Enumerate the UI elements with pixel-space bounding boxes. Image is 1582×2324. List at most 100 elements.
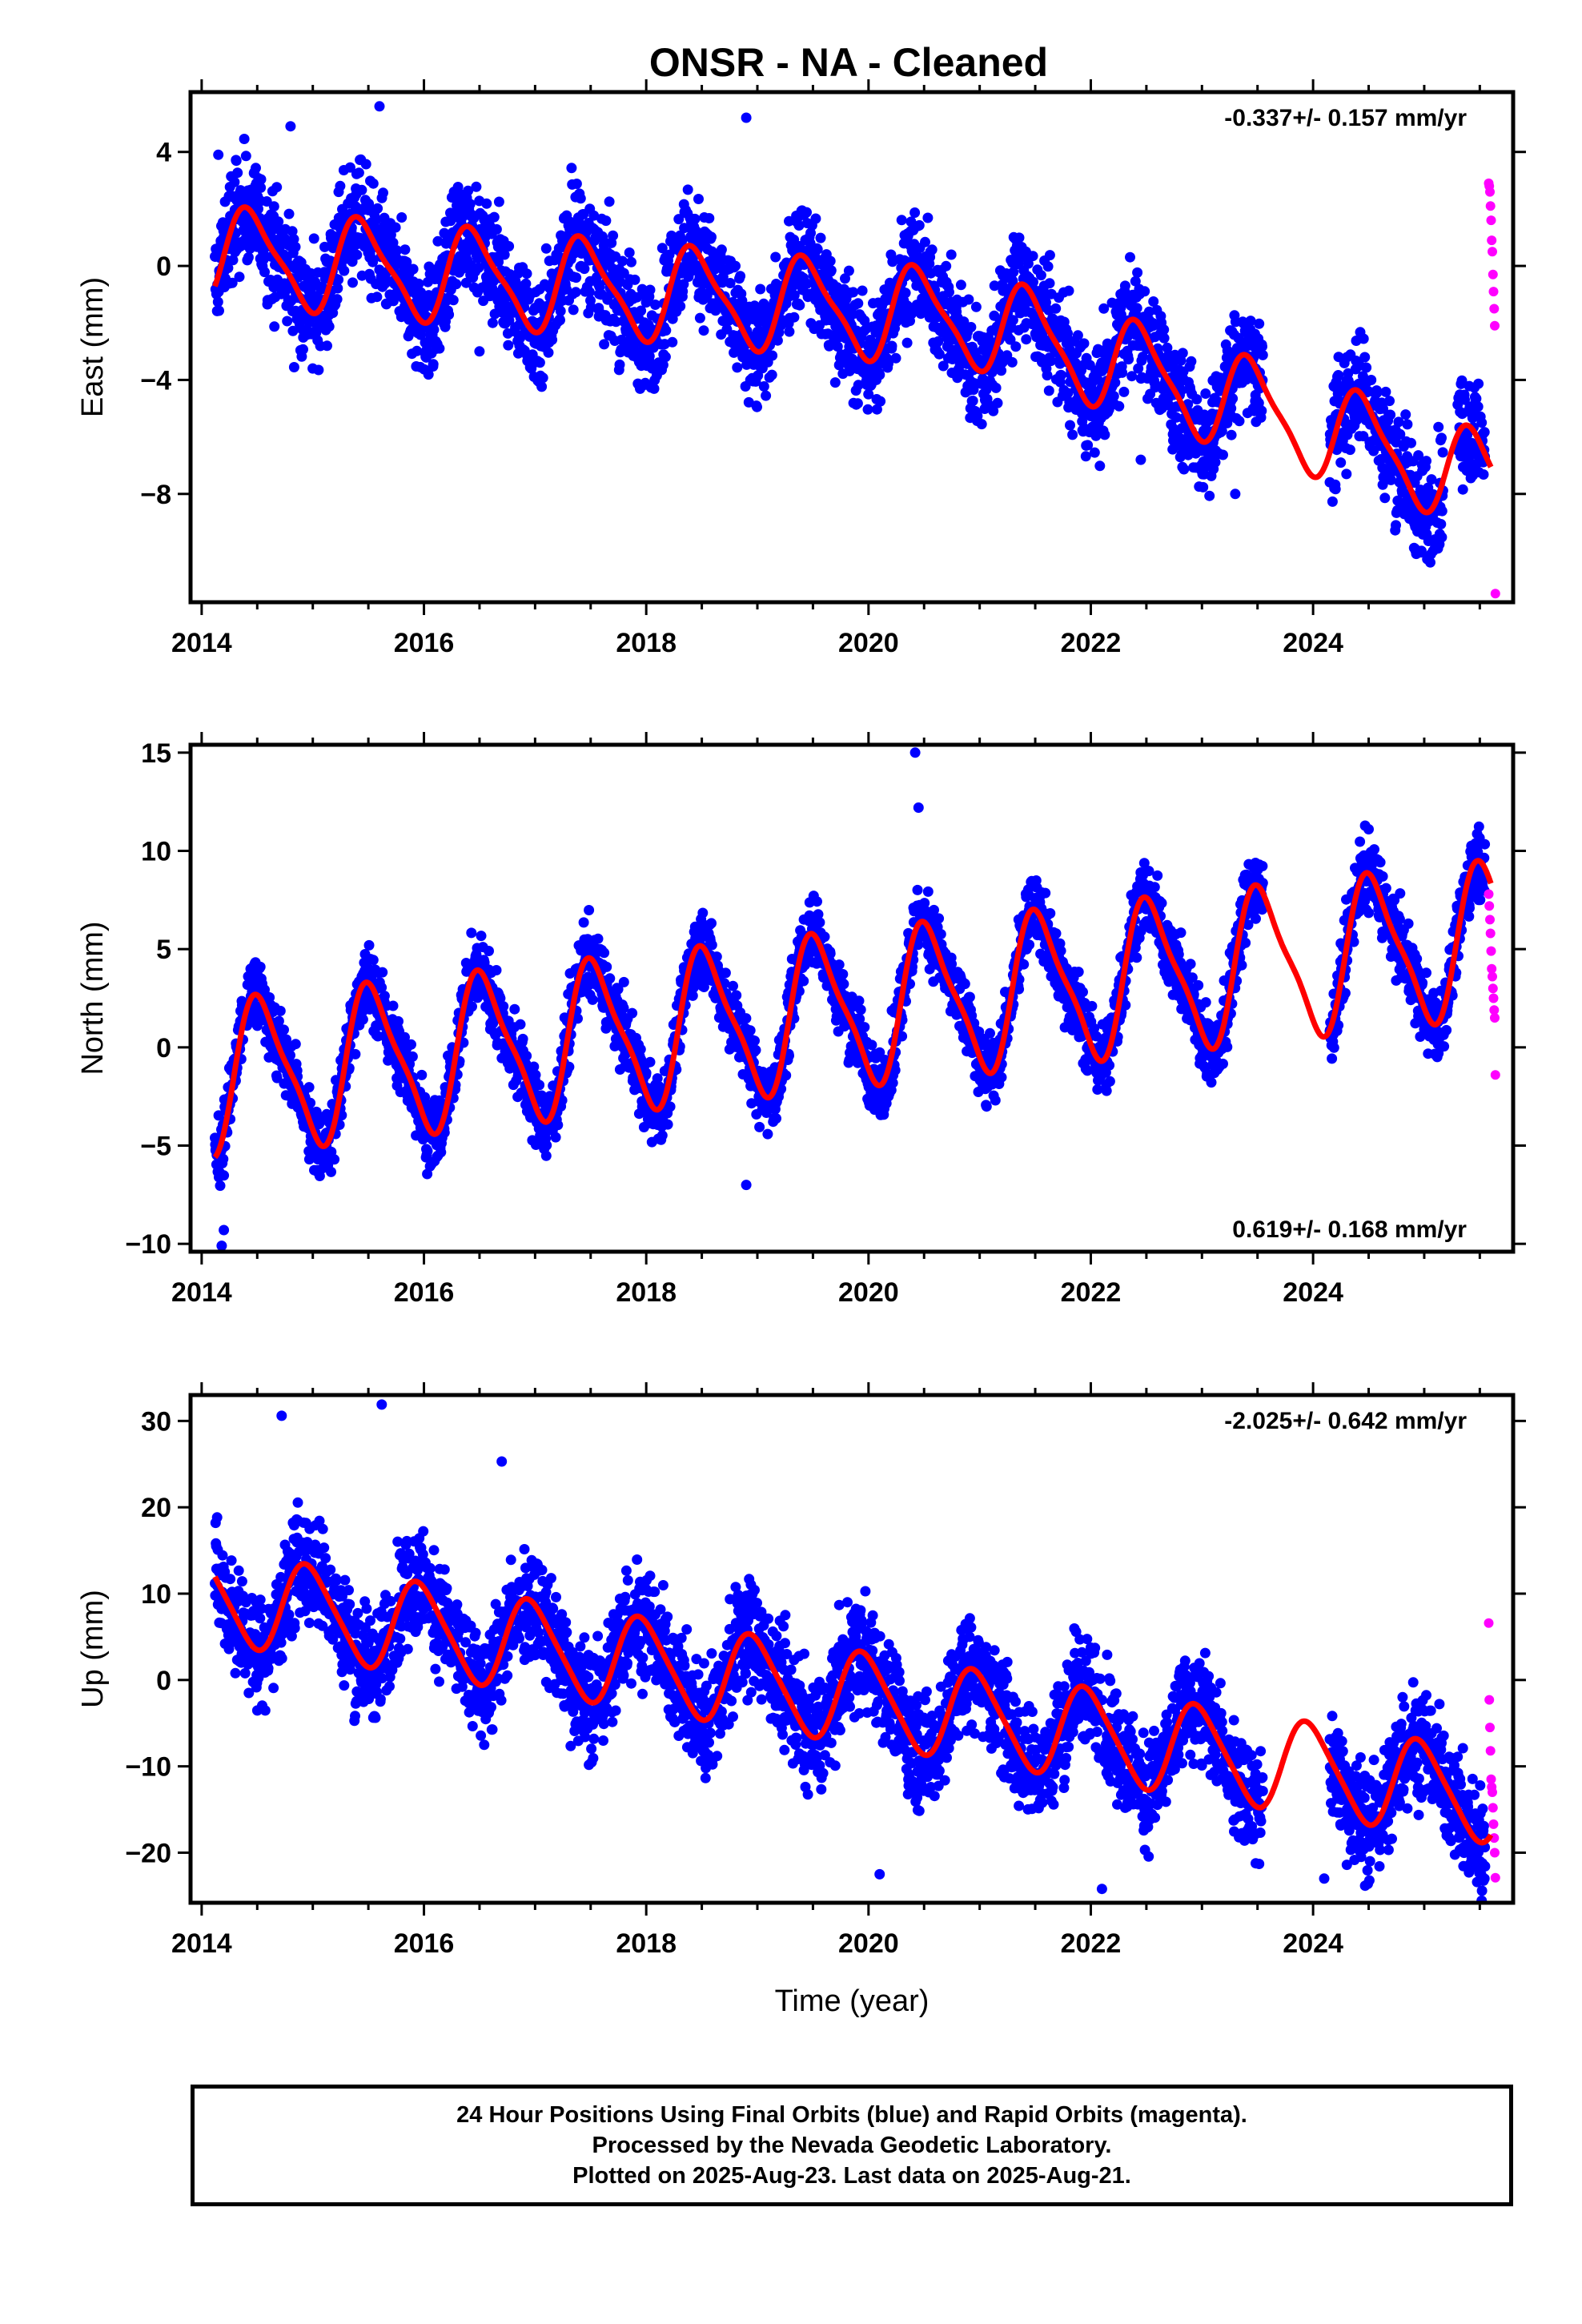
final-orbit-point — [326, 1166, 336, 1177]
final-orbit-point — [1204, 490, 1215, 501]
final-orbit-point — [434, 343, 445, 354]
final-orbit-point — [377, 967, 388, 978]
final-orbit-point — [901, 337, 913, 348]
rapid-orbit-point — [1485, 187, 1495, 197]
final-orbit-point — [1479, 427, 1490, 438]
final-orbit-point — [913, 219, 925, 231]
final-orbit-point — [232, 167, 243, 179]
final-orbit-point — [720, 967, 731, 979]
final-orbit-point — [678, 279, 689, 290]
final-orbit-points — [210, 101, 1500, 599]
final-orbit-point — [467, 1001, 477, 1012]
rapid-orbit-point — [1490, 320, 1500, 331]
final-orbit-point — [520, 278, 532, 289]
final-orbit-point — [273, 216, 284, 227]
final-orbit-point — [600, 215, 612, 227]
final-orbit-point — [1377, 479, 1388, 490]
final-orbit-point — [227, 277, 238, 288]
final-orbit-point — [1125, 251, 1135, 263]
final-orbit-point — [706, 231, 717, 243]
final-orbit-point — [1335, 457, 1347, 468]
final-orbit-point — [451, 279, 462, 290]
final-orbit-point — [288, 234, 299, 245]
final-orbit-point — [376, 982, 387, 993]
final-orbit-point — [874, 369, 885, 380]
final-orbit-point — [1460, 394, 1470, 405]
final-orbit-point — [1080, 451, 1091, 462]
final-orbit-point — [229, 176, 240, 187]
final-orbit-point — [223, 263, 234, 274]
final-orbit-point — [815, 232, 826, 243]
final-orbit-point — [1186, 356, 1197, 367]
final-orbit-point — [1027, 251, 1038, 262]
final-orbit-point — [332, 283, 343, 294]
final-orbit-point — [1044, 250, 1055, 261]
final-orbit-point — [592, 933, 604, 944]
final-orbit-point — [1391, 436, 1402, 448]
final-orbit-point — [575, 193, 586, 204]
final-orbit-point — [1119, 280, 1130, 292]
final-orbit-point — [963, 294, 974, 305]
final-orbit-point — [303, 1082, 315, 1093]
final-orbit-point — [1014, 232, 1025, 243]
final-orbit-point — [566, 163, 577, 174]
final-orbit-point — [1042, 370, 1053, 381]
final-orbit-point — [976, 419, 987, 430]
final-orbit-point — [1245, 316, 1256, 327]
final-orbit-point — [1402, 419, 1413, 430]
final-orbit-point — [1359, 352, 1371, 363]
final-orbit-point — [314, 1171, 325, 1181]
final-orbit-point — [339, 265, 350, 276]
plot-area — [210, 101, 1500, 599]
final-orbit-point — [728, 980, 738, 991]
final-orbit-point — [487, 317, 498, 328]
final-orbit-point — [1425, 557, 1435, 568]
final-orbit-point — [632, 292, 643, 303]
final-orbit-point — [261, 196, 272, 207]
figure-title: ONSR - NA - Cleaned — [649, 40, 1048, 85]
final-orbit-point — [1435, 519, 1447, 529]
final-orbit-point — [857, 285, 868, 296]
final-orbit-point — [288, 362, 299, 372]
final-orbit-point — [521, 1051, 532, 1061]
final-orbit-point — [393, 1015, 404, 1027]
final-orbit-point — [521, 268, 532, 279]
final-orbit-point — [1050, 303, 1062, 314]
final-orbit-point — [801, 207, 812, 218]
final-orbit-point — [972, 411, 983, 421]
final-orbit-point — [900, 287, 911, 299]
final-orbit-point — [509, 1003, 520, 1015]
x-tick-label: 2016 — [394, 628, 455, 658]
final-orbit-point — [853, 298, 864, 309]
final-orbit-point — [498, 1001, 509, 1012]
final-orbit-point — [626, 256, 636, 267]
final-orbit-point — [825, 265, 837, 276]
final-orbit-point — [584, 287, 595, 298]
final-orbit-point — [679, 223, 690, 234]
final-orbit-point — [871, 404, 882, 415]
final-orbit-point — [407, 1051, 418, 1062]
final-orbit-point — [239, 134, 250, 144]
final-orbit-point — [675, 300, 686, 312]
final-orbit-point — [1436, 432, 1447, 444]
final-orbit-point — [757, 357, 769, 368]
final-orbit-point — [767, 350, 778, 361]
final-orbit-point — [420, 1092, 431, 1103]
final-orbit-point — [599, 339, 610, 350]
final-orbit-point — [752, 401, 762, 412]
final-orbit-point — [400, 1031, 410, 1043]
final-orbit-point — [423, 369, 434, 380]
final-orbit-point — [1436, 505, 1447, 517]
final-orbit-point — [1433, 421, 1444, 432]
final-orbit-point — [1478, 469, 1489, 480]
final-orbit-point — [1062, 388, 1074, 399]
final-orbit-point — [391, 245, 403, 256]
final-orbit-point — [644, 1056, 656, 1068]
final-orbit-point — [530, 1069, 541, 1080]
final-orbit-point — [1226, 429, 1237, 440]
final-orbit-point — [313, 364, 324, 376]
final-orbit-point — [1200, 388, 1211, 399]
final-orbit-point — [1406, 437, 1416, 448]
final-orbit-point — [1130, 275, 1141, 287]
